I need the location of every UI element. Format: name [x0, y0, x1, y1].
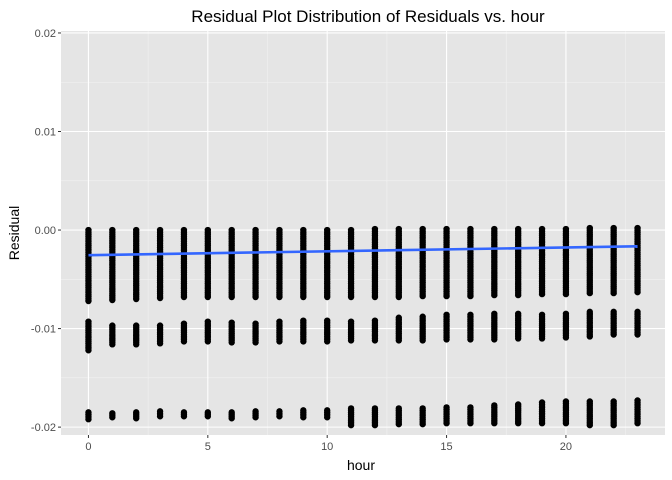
plot-panel [61, 31, 665, 435]
residual-point [610, 331, 617, 338]
residual-point [586, 289, 593, 297]
residual-point [156, 340, 164, 347]
residual-point [467, 336, 474, 343]
y-tick-label: 0.00 [35, 225, 56, 237]
residual-point [371, 337, 379, 344]
residual-point [491, 419, 498, 427]
residual-point [85, 347, 92, 354]
residual-point [634, 331, 641, 338]
points-layer [85, 224, 641, 429]
x-tick-label: 0 [85, 441, 91, 453]
residual-point [323, 338, 331, 345]
residual-point [276, 338, 283, 345]
y-tick-label: -0.02 [31, 422, 56, 434]
residual-point [491, 336, 498, 343]
residual-point [467, 419, 474, 427]
x-axis-title: hour [347, 457, 375, 473]
residual-point [180, 338, 188, 345]
residual-point [276, 293, 283, 301]
y-tick-label: -0.01 [31, 324, 56, 336]
residual-point [371, 421, 379, 429]
residual-point [443, 292, 450, 300]
y-tick-label: 0.02 [35, 28, 56, 40]
residual-point [180, 293, 188, 301]
residual-point [85, 297, 92, 305]
trend-line [88, 245, 638, 257]
residual-point [538, 335, 546, 342]
residual-point [347, 293, 355, 301]
residual-point [204, 413, 212, 420]
x-tick-label: 15 [440, 441, 452, 453]
residual-point [156, 413, 164, 420]
residual-point [252, 414, 259, 421]
x-tick-label: 20 [560, 441, 572, 453]
residual-point [586, 421, 593, 429]
residual-point [323, 414, 331, 421]
residual-point [443, 419, 450, 427]
residual-point [85, 416, 92, 423]
residual-point [610, 421, 617, 429]
residual-point [109, 296, 116, 304]
y-tick-label: 0.01 [35, 127, 56, 139]
residual-point [133, 295, 140, 303]
residual-point [228, 339, 235, 346]
residual-point [252, 293, 259, 301]
residual-point [276, 413, 283, 420]
residual-point [395, 293, 403, 301]
residual-point [300, 414, 307, 421]
residual-point [467, 292, 474, 300]
residual-point [491, 291, 498, 299]
residual-point [395, 420, 403, 428]
residual-point [323, 293, 331, 301]
residual-point [586, 333, 593, 340]
residual-point [562, 334, 570, 341]
x-tick-label: 10 [321, 441, 333, 453]
residual-point [610, 289, 617, 297]
residual-point [419, 420, 426, 428]
axis-layer: 0 5 10 15 20 -0.02 -0.01 0.00 0.01 0.02 [31, 28, 572, 453]
residual-point [180, 413, 188, 420]
residual-point [300, 293, 307, 301]
residual-point [228, 415, 235, 422]
residual-point [109, 414, 116, 421]
trend-layer [88, 245, 638, 257]
residual-point [514, 335, 522, 342]
residual-point [204, 338, 212, 345]
residual-point [133, 341, 140, 348]
residual-point [538, 419, 546, 427]
residual-point [562, 419, 570, 427]
residual-point [371, 293, 379, 301]
residual-point [133, 415, 140, 422]
residual-point [634, 288, 641, 296]
chart-title: Residual Plot Distribution of Residuals … [191, 7, 545, 26]
residual-point [109, 341, 116, 348]
residual-point [419, 337, 426, 344]
residual-point [300, 338, 307, 345]
residual-point [347, 421, 355, 429]
residual-point [514, 419, 522, 427]
residual-point [443, 336, 450, 343]
y-axis-title: Residual [6, 206, 22, 260]
residual-point [204, 293, 212, 301]
residual-point [634, 419, 641, 427]
residual-point [252, 339, 259, 346]
residual-point [514, 291, 522, 299]
residual-point [395, 337, 403, 344]
residual-point [562, 290, 570, 298]
residual-point [347, 337, 355, 344]
residual-point [156, 294, 164, 302]
residual-point [419, 292, 426, 300]
residual-point [228, 293, 235, 301]
x-tick-label: 5 [205, 441, 211, 453]
residual-point [538, 290, 546, 298]
